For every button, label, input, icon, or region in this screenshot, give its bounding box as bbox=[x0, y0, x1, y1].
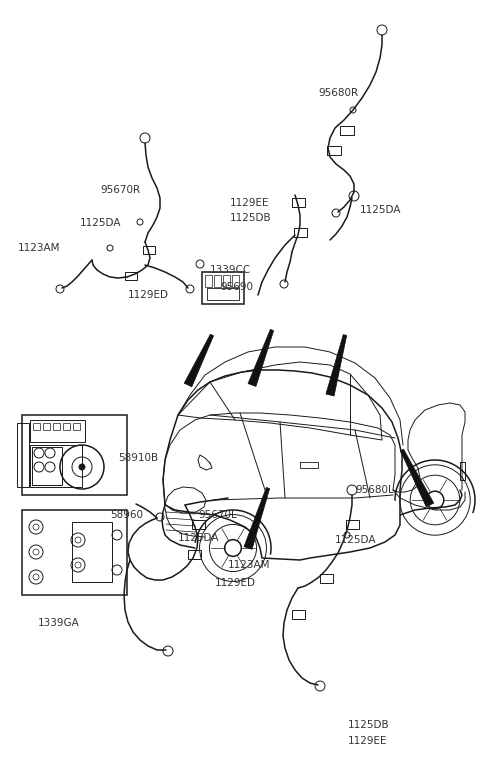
Bar bbox=[294, 228, 307, 237]
Bar bbox=[73, 423, 80, 430]
Bar bbox=[53, 423, 60, 430]
Circle shape bbox=[79, 464, 85, 470]
Text: 58960: 58960 bbox=[110, 510, 143, 520]
Text: 1125DA: 1125DA bbox=[80, 218, 121, 228]
Bar bbox=[207, 288, 239, 300]
Bar bbox=[192, 520, 205, 529]
Text: 1129EE: 1129EE bbox=[348, 736, 387, 746]
Bar bbox=[17, 423, 29, 487]
Bar bbox=[223, 275, 230, 287]
Text: 1123AM: 1123AM bbox=[228, 560, 271, 570]
Text: 95670L: 95670L bbox=[198, 510, 237, 520]
Text: 1123AM: 1123AM bbox=[18, 243, 60, 253]
Polygon shape bbox=[184, 334, 214, 387]
Bar bbox=[214, 275, 221, 287]
Text: 1339CC: 1339CC bbox=[210, 265, 251, 275]
Text: 95690: 95690 bbox=[220, 282, 253, 292]
Bar bbox=[188, 550, 201, 559]
Text: 1125DB: 1125DB bbox=[348, 720, 390, 730]
Text: 1125DA: 1125DA bbox=[178, 533, 219, 543]
Bar bbox=[292, 610, 305, 619]
Bar bbox=[32, 447, 62, 485]
Bar bbox=[43, 423, 50, 430]
Text: 1125DA: 1125DA bbox=[360, 205, 401, 215]
Text: 95680R: 95680R bbox=[318, 88, 358, 98]
Bar bbox=[22, 415, 127, 495]
Bar bbox=[63, 423, 70, 430]
Bar bbox=[125, 272, 137, 280]
Polygon shape bbox=[244, 487, 270, 550]
Bar bbox=[202, 272, 244, 304]
Bar bbox=[30, 420, 85, 442]
Bar bbox=[33, 423, 40, 430]
Text: 1129ED: 1129ED bbox=[128, 290, 169, 300]
Text: 1125DB: 1125DB bbox=[230, 213, 272, 223]
Text: 95680L: 95680L bbox=[355, 485, 394, 495]
Polygon shape bbox=[326, 334, 347, 396]
Text: 95670R: 95670R bbox=[100, 185, 140, 195]
Polygon shape bbox=[400, 449, 434, 507]
Text: 1129EE: 1129EE bbox=[230, 198, 269, 208]
Bar bbox=[340, 126, 354, 135]
Text: 1339GA: 1339GA bbox=[38, 618, 80, 628]
Bar bbox=[22, 510, 127, 595]
Bar bbox=[205, 275, 212, 287]
Bar bbox=[30, 445, 82, 487]
Bar bbox=[327, 146, 341, 155]
Bar bbox=[292, 198, 305, 207]
Bar bbox=[72, 522, 112, 582]
Polygon shape bbox=[248, 330, 274, 387]
Text: 1125DA: 1125DA bbox=[335, 535, 376, 545]
Text: 58910B: 58910B bbox=[118, 453, 158, 463]
Text: 1129ED: 1129ED bbox=[215, 578, 256, 588]
Bar bbox=[346, 520, 359, 529]
Bar bbox=[232, 275, 239, 287]
Bar bbox=[143, 246, 155, 254]
Bar bbox=[320, 574, 333, 583]
